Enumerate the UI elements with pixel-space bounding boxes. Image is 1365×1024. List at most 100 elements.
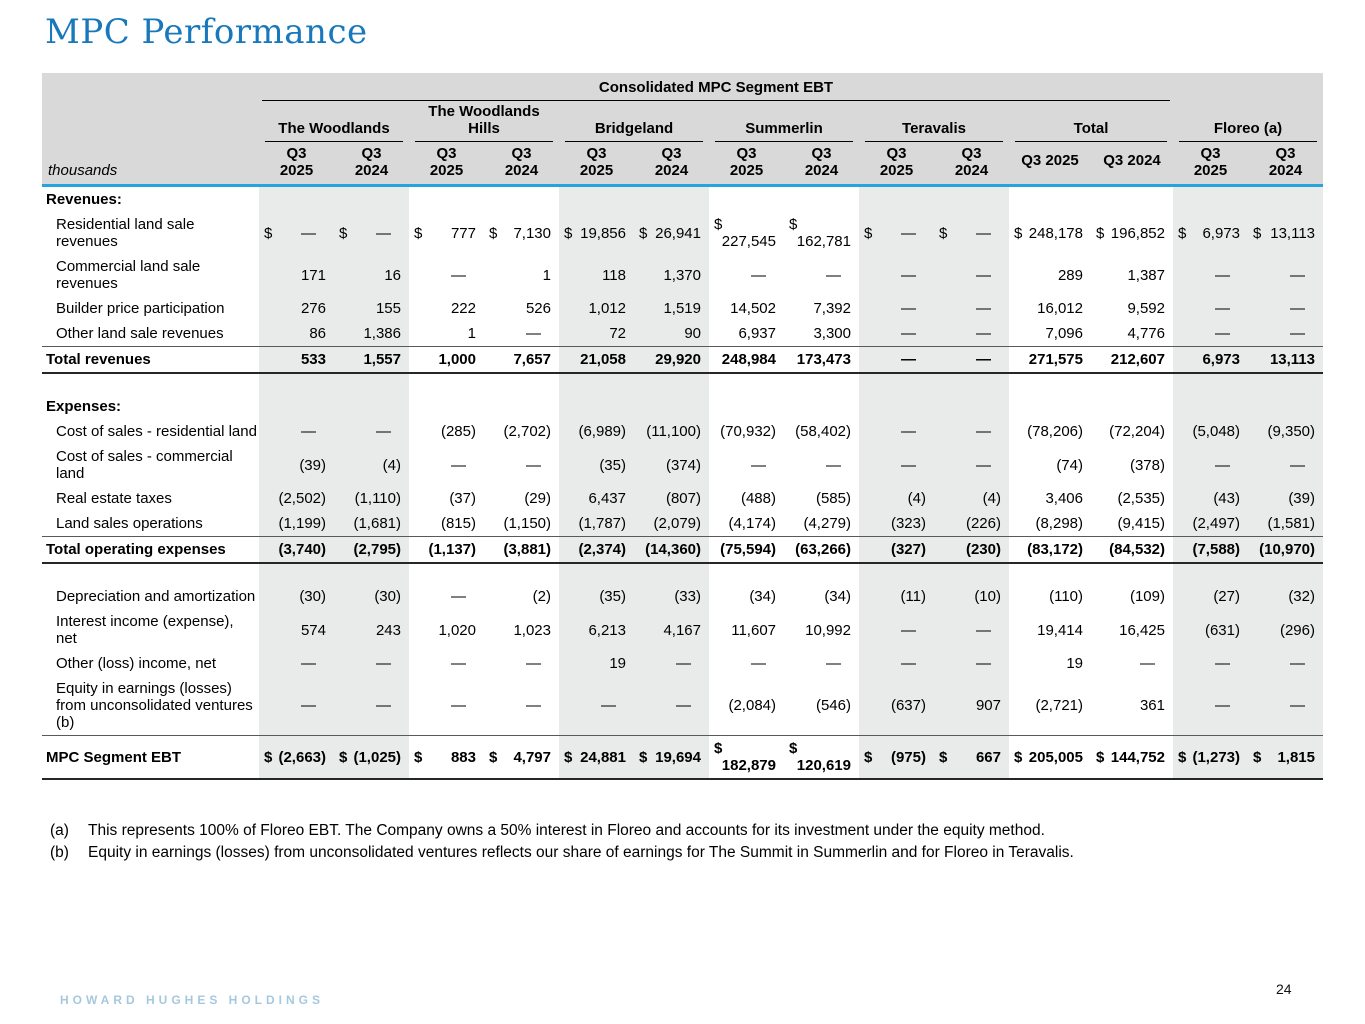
value-cell bbox=[709, 563, 784, 584]
value-cell: $7,130 bbox=[484, 212, 559, 254]
value-cell: (110) bbox=[1009, 584, 1091, 609]
value-cell: 574 bbox=[259, 609, 334, 651]
cell-value: — bbox=[526, 456, 541, 474]
value-cell: $248,178 bbox=[1009, 212, 1091, 254]
value-cell: (70,932) bbox=[709, 419, 784, 444]
period-header: Q3 2025 bbox=[259, 141, 334, 187]
currency-symbol: $ bbox=[1096, 224, 1105, 242]
value-cell: (2,795) bbox=[334, 536, 409, 564]
cell-value: 883 bbox=[450, 748, 476, 766]
value-cell: — bbox=[859, 419, 934, 444]
currency-symbol: $ bbox=[264, 224, 273, 242]
value-cell: (2,702) bbox=[484, 419, 559, 444]
value-cell bbox=[634, 185, 709, 212]
value-cell: — bbox=[709, 254, 784, 296]
value-cell: (10,970) bbox=[1248, 536, 1323, 564]
value-cell: — bbox=[859, 296, 934, 321]
value-cell: — bbox=[1173, 254, 1248, 296]
cell-value: (10,970) bbox=[1259, 541, 1315, 558]
row-label: Land sales operations bbox=[56, 515, 203, 532]
value-cell: 271,575 bbox=[1009, 346, 1091, 374]
value-cell bbox=[784, 186, 859, 213]
value-cell: $ (975) bbox=[859, 735, 934, 780]
cell-value: — bbox=[976, 655, 991, 672]
value-cell bbox=[1248, 185, 1323, 212]
cell-value: — bbox=[526, 325, 541, 342]
cell-value: (4) bbox=[907, 490, 926, 507]
cell-value: — bbox=[1215, 325, 1230, 342]
cell-value: — bbox=[1215, 266, 1230, 284]
value-cell bbox=[334, 185, 409, 212]
column-group-header: Total bbox=[1009, 101, 1173, 142]
period-header: Q3 2025 bbox=[1009, 141, 1091, 187]
currency-symbol: $ bbox=[1096, 748, 1105, 766]
cell-value: — bbox=[1215, 655, 1230, 672]
value-cell: — bbox=[934, 321, 1009, 347]
cell-value: 1,557 bbox=[363, 351, 401, 368]
cell-value: 227,545 bbox=[721, 233, 776, 250]
value-cell bbox=[409, 186, 484, 213]
value-cell bbox=[934, 394, 1009, 419]
cell-value: 533 bbox=[300, 351, 326, 368]
value-cell bbox=[859, 185, 934, 212]
cell-value: — bbox=[1215, 300, 1230, 317]
cell-value: 173,473 bbox=[796, 351, 851, 368]
table-row bbox=[42, 373, 1323, 394]
value-cell: $13,113 bbox=[1248, 212, 1323, 254]
value-cell: — bbox=[409, 676, 484, 736]
row-label: MPC Segment EBT bbox=[42, 735, 259, 780]
cell-value: 90 bbox=[684, 325, 701, 342]
cell-value: 4,776 bbox=[1127, 325, 1165, 342]
value-cell: (1,199) bbox=[259, 511, 334, 537]
value-cell: 118 bbox=[559, 254, 634, 296]
cell-value: (5,048) bbox=[1192, 423, 1240, 440]
currency-symbol: $ bbox=[789, 740, 798, 757]
value-cell bbox=[784, 373, 859, 394]
value-cell: (78,206) bbox=[1009, 419, 1091, 444]
cell-value: 19,856 bbox=[580, 224, 626, 242]
cell-value: (546) bbox=[815, 697, 851, 714]
value-cell: — bbox=[409, 584, 484, 609]
cell-value: (9,350) bbox=[1267, 423, 1315, 440]
value-cell: — bbox=[859, 321, 934, 347]
cell-value: 3,300 bbox=[813, 325, 851, 342]
row-label: Expenses: bbox=[46, 398, 122, 415]
value-cell bbox=[559, 394, 634, 419]
currency-symbol: $ bbox=[564, 748, 573, 766]
cell-value: (230) bbox=[965, 541, 1001, 558]
cell-value: (37) bbox=[449, 490, 476, 507]
value-cell bbox=[259, 373, 334, 394]
value-cell: — bbox=[784, 651, 859, 676]
value-cell: $ — bbox=[859, 212, 934, 254]
footnotes: (a) This represents 100% of Floreo EBT. T… bbox=[50, 820, 1250, 865]
value-cell: 16,012 bbox=[1009, 296, 1091, 321]
value-cell: (3,881) bbox=[484, 536, 559, 564]
value-cell: (378) bbox=[1091, 444, 1173, 486]
cell-value: 1,000 bbox=[438, 351, 476, 368]
cell-value: — bbox=[301, 224, 316, 242]
cell-value: 6,973 bbox=[1202, 224, 1240, 242]
value-cell: 16 bbox=[334, 254, 409, 296]
period-header: Q3 2025 bbox=[409, 141, 484, 187]
value-cell: 243 bbox=[334, 609, 409, 651]
cell-value: — bbox=[751, 266, 766, 284]
cell-value: 243 bbox=[375, 621, 401, 639]
value-cell: (84,532) bbox=[1091, 536, 1173, 564]
cell-value: — bbox=[901, 300, 916, 317]
cell-value: 6,437 bbox=[588, 490, 626, 507]
value-cell: — bbox=[634, 676, 709, 736]
value-cell: (2,084) bbox=[709, 676, 784, 736]
mpc-segment-ebt-table: Consolidated MPC Segment EBT The Woodland… bbox=[42, 73, 1323, 780]
value-cell: 4,776 bbox=[1091, 321, 1173, 347]
value-cell: — bbox=[484, 651, 559, 676]
table-row: Expenses: bbox=[42, 394, 1323, 419]
cell-value: 162,781 bbox=[796, 233, 851, 250]
value-cell: — bbox=[1173, 321, 1248, 347]
currency-symbol: $ bbox=[264, 748, 273, 766]
row-label: Other (loss) income, net bbox=[56, 655, 217, 672]
cell-value: 222 bbox=[450, 300, 476, 317]
value-cell bbox=[934, 185, 1009, 212]
value-cell bbox=[1173, 185, 1248, 212]
cell-value: 7,096 bbox=[1045, 325, 1083, 342]
cell-value: 182,879 bbox=[721, 757, 776, 774]
